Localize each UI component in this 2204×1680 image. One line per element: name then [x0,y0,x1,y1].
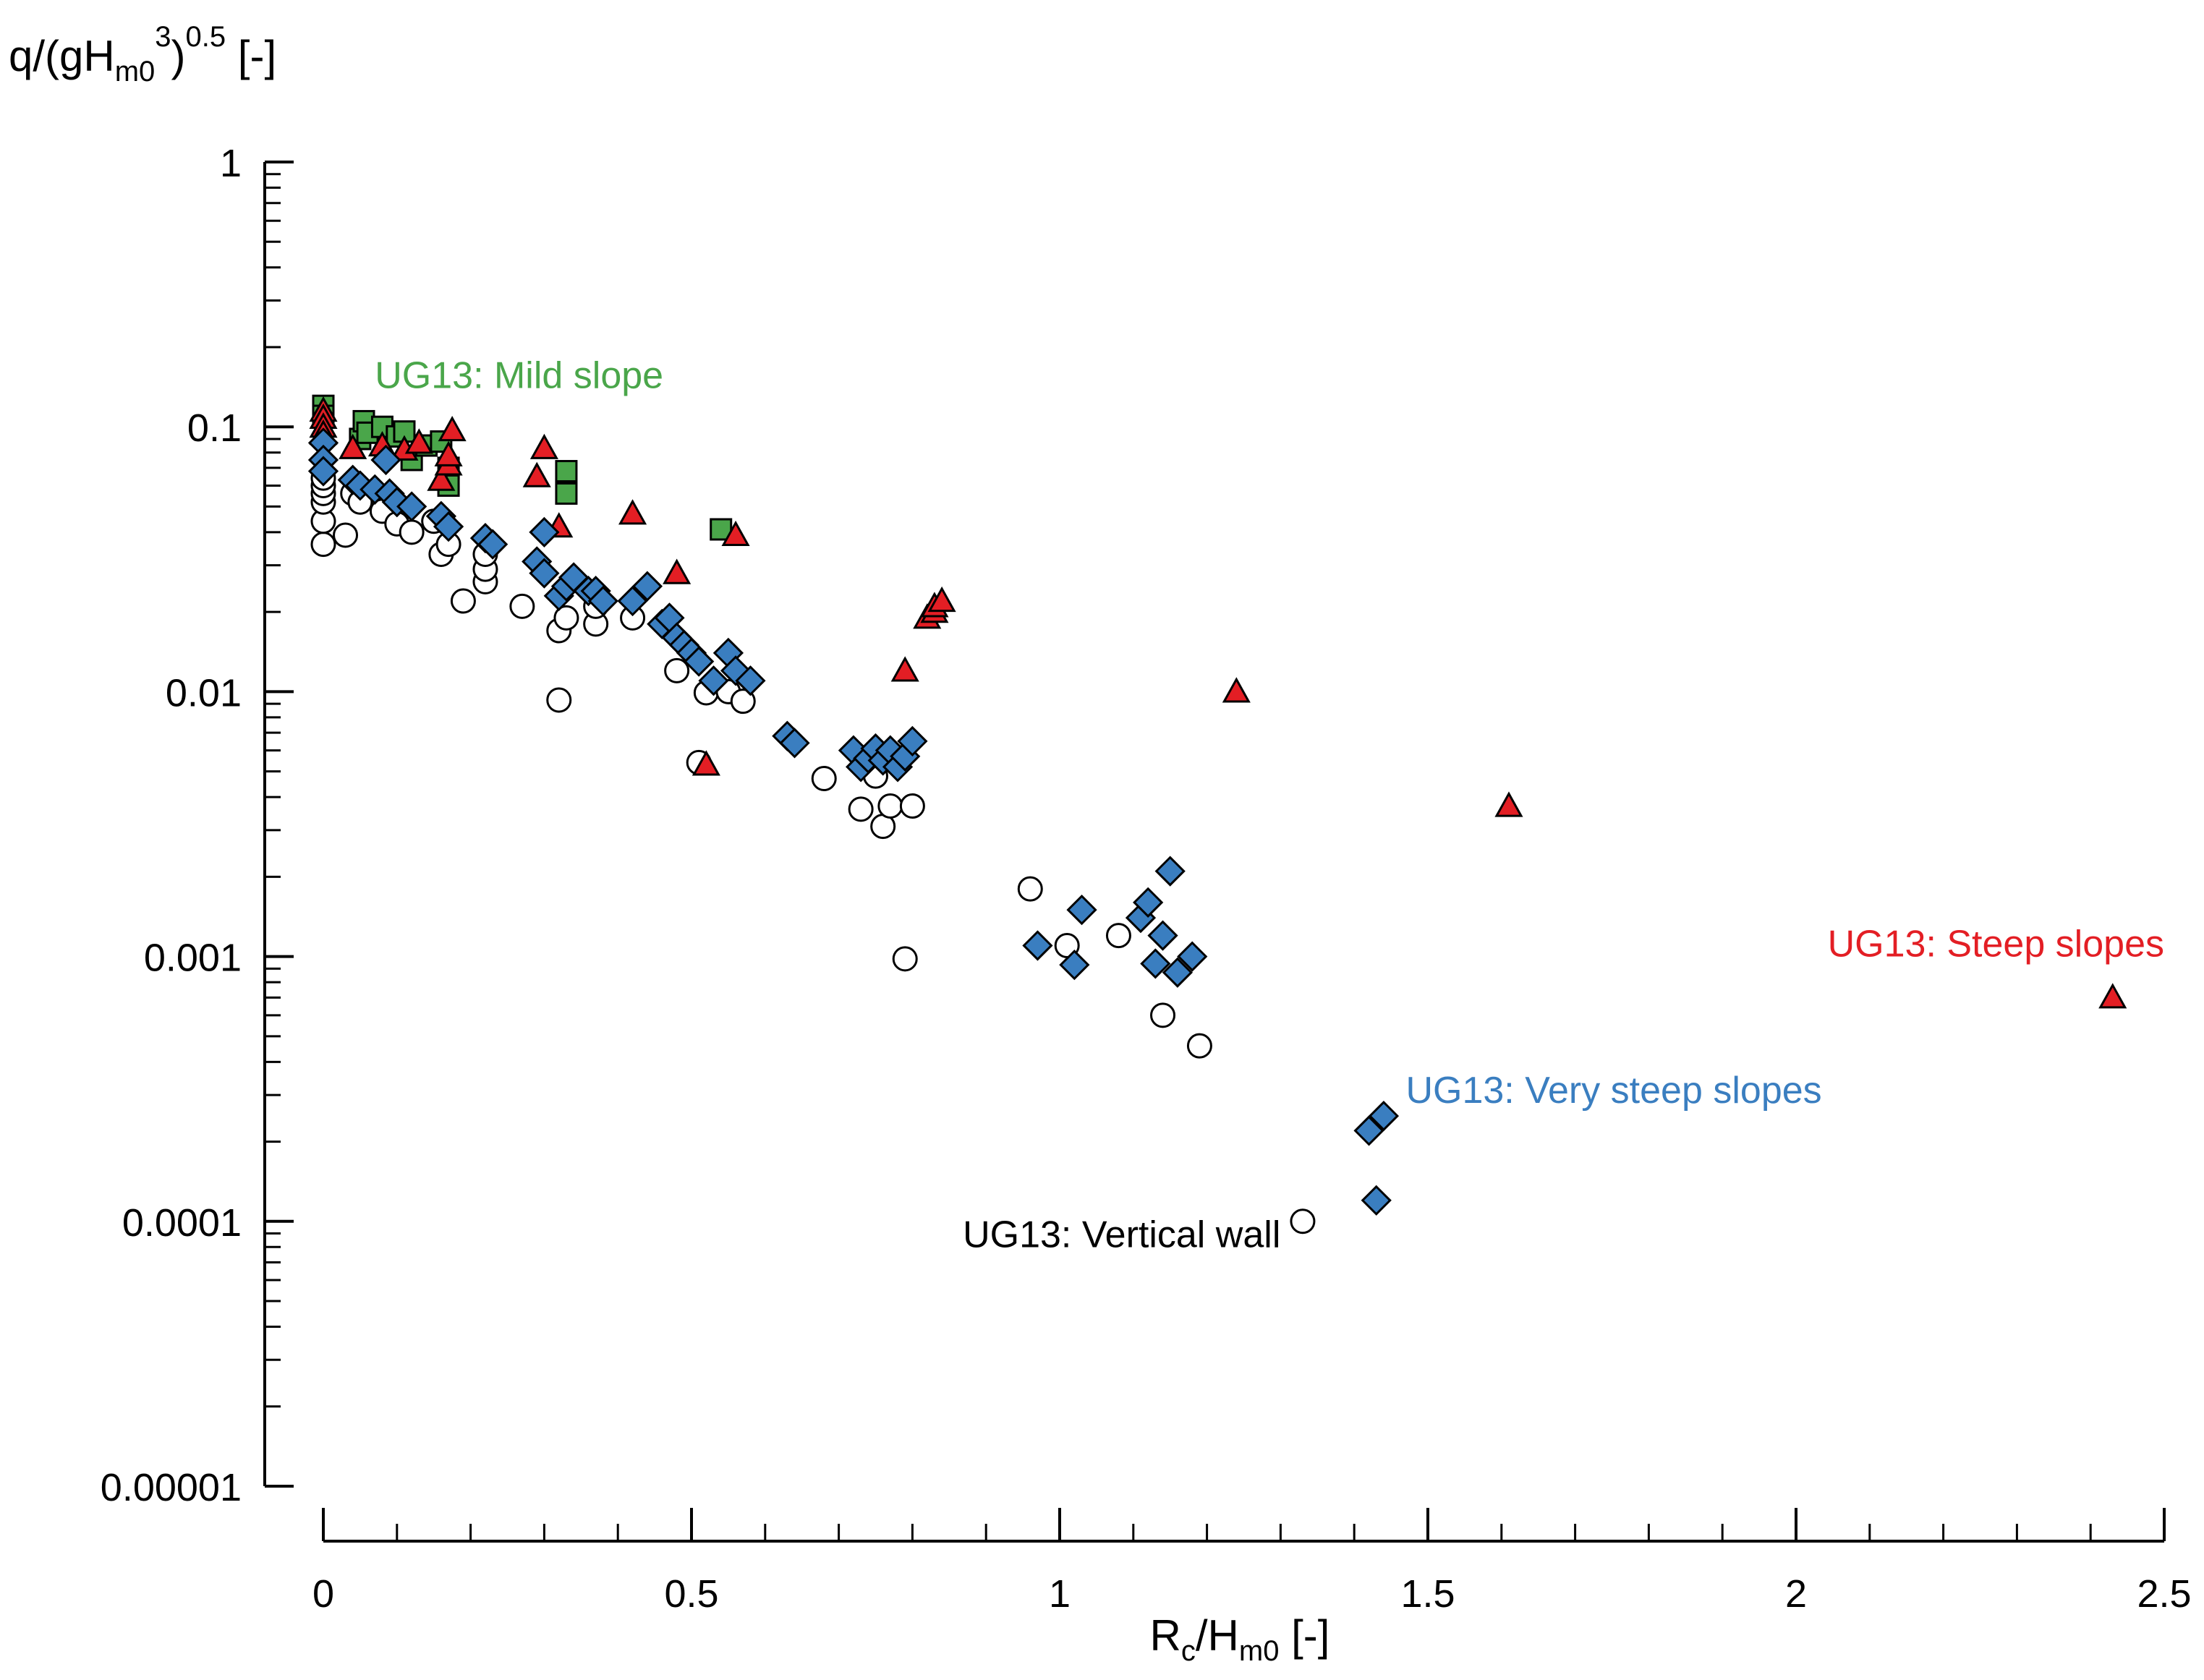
axes: 0.00001 0.0001 0.001 0.01 0.1 1 0 0.5 1 1.5 2 2.5 [101,142,2192,1616]
x-tick-label: 0.5 [664,1572,718,1616]
data-point [396,491,427,522]
series-diamond [307,427,1400,1216]
y-tick-label: 0.1 [187,406,242,450]
y-tick-label: 0.00001 [101,1466,242,1509]
data-point [333,522,359,548]
data-point [1290,1208,1316,1235]
data-point [553,605,579,631]
data-point [1368,1100,1400,1132]
data-point [1154,856,1186,887]
data-point [618,499,647,525]
data-point [529,433,558,459]
data-point [631,571,663,602]
data-point [1022,930,1053,961]
data-point [735,665,766,696]
data-point [310,532,336,558]
data-point [897,725,928,757]
series-annotation: UG13: Vertical wall [963,1214,1280,1255]
x-tick-label: 2 [1785,1572,1807,1616]
data-point [399,519,425,545]
y-tick-label: 0.0001 [122,1201,242,1245]
data-point [1147,920,1178,951]
data-point [529,516,560,548]
data-point [1353,1115,1384,1146]
x-tick-label: 0 [312,1572,334,1616]
data-point [1177,941,1208,972]
data-point [404,428,433,454]
data-point [692,750,720,776]
data-point [546,687,572,713]
y-tick-label: 1 [220,142,242,185]
data-point [522,461,551,487]
data-point [1361,1185,1392,1216]
plot-marks [307,394,2127,1235]
data-point [877,793,903,819]
data-point [698,665,729,696]
series-annotation: UG13: Mild slope [375,355,663,397]
series-annotation: UG13: Very steep slopes [1405,1070,1821,1112]
x-tick-label: 1.5 [1400,1572,1455,1616]
data-point [477,529,509,560]
y-tick-label: 0.01 [166,671,242,715]
data-point [892,946,918,972]
y-ticks: 0.00001 0.0001 0.001 0.01 0.1 1 [101,142,294,1509]
data-point [684,646,715,677]
data-point [779,728,810,759]
data-point [1186,1033,1212,1059]
data-point [1017,876,1043,902]
data-point [587,585,618,617]
x-tick-label: 2.5 [2137,1572,2191,1616]
data-point [427,465,456,491]
data-point [890,656,919,682]
data-point [899,793,925,819]
series-triangle [309,396,2127,1009]
data-point [1059,950,1090,981]
annotations: UG13: Mild slope UG13: Steep slopes UG13: … [375,355,2164,1256]
y-axis-title: q/(gHm03)0.5 [-] [9,21,276,88]
data-point [663,558,692,584]
data-point [339,433,367,459]
data-point [434,440,463,466]
x-tick-label: 1 [1049,1572,1071,1616]
data-point [1150,1002,1176,1028]
data-point [555,482,578,505]
data-point [1494,791,1523,817]
data-point [1222,677,1251,703]
data-point [664,657,690,683]
data-point [1162,957,1194,988]
series-circle [310,465,1316,1235]
data-point [848,796,874,822]
data-point [370,444,401,476]
data-point [617,585,648,617]
data-point [1105,923,1131,949]
data-point [1066,894,1097,926]
series-annotation: UG13: Steep slopes [1828,924,2164,965]
data-point [1140,948,1171,979]
data-point [450,588,476,614]
data-point [721,520,750,547]
data-point [529,558,560,589]
x-axis-title: Rc/Hm0 [-] [1150,1611,1330,1667]
data-point [1133,887,1164,918]
data-point [927,586,956,613]
data-point [811,765,837,791]
data-point [555,460,578,483]
y-tick-label: 0.001 [144,937,242,980]
data-point [438,415,467,442]
data-point [730,688,756,715]
data-point [433,511,464,542]
data-point [307,456,339,487]
data-point [509,593,535,619]
x-ticks: 0 0.5 1 1.5 2 2.5 [312,1508,2192,1616]
data-point [2098,983,2127,1009]
